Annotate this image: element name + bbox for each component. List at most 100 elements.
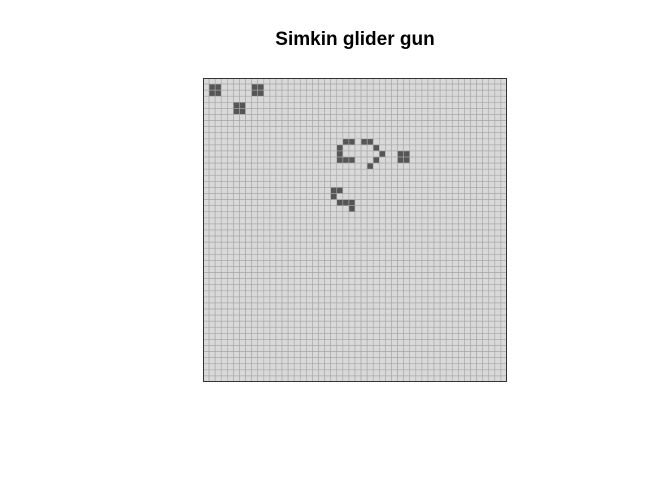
dead-cell bbox=[245, 284, 252, 292]
live-cell bbox=[336, 144, 344, 152]
dead-cell bbox=[251, 120, 259, 127]
dead-cell bbox=[281, 320, 289, 328]
dead-cell bbox=[385, 284, 392, 292]
dead-cell bbox=[281, 308, 289, 316]
dead-cell bbox=[269, 193, 277, 200]
dead-cell bbox=[366, 345, 374, 352]
live-cell bbox=[336, 156, 344, 164]
dead-cell bbox=[385, 199, 392, 206]
dead-cell bbox=[360, 193, 368, 200]
dead-cell bbox=[287, 108, 295, 115]
dead-cell bbox=[494, 260, 502, 267]
dead-cell bbox=[360, 363, 368, 371]
dead-cell bbox=[208, 156, 216, 164]
dead-cell bbox=[287, 308, 295, 316]
dead-cell bbox=[464, 162, 471, 170]
dead-cell bbox=[330, 174, 338, 182]
dead-cell bbox=[275, 345, 283, 352]
dead-cell bbox=[482, 351, 490, 358]
dead-cell bbox=[464, 363, 471, 371]
dead-cell bbox=[439, 120, 447, 127]
dead-cell bbox=[488, 284, 496, 292]
dead-cell bbox=[245, 199, 252, 206]
dead-cell bbox=[330, 278, 338, 286]
dead-cell bbox=[348, 126, 356, 134]
dead-cell bbox=[275, 339, 283, 346]
dead-cell bbox=[482, 247, 490, 255]
dead-cell bbox=[451, 363, 459, 371]
dead-cell bbox=[257, 102, 265, 109]
dead-cell bbox=[251, 266, 259, 273]
dead-cell bbox=[227, 229, 234, 237]
dead-cell bbox=[494, 345, 502, 352]
dead-cell bbox=[318, 150, 325, 158]
dead-cell bbox=[433, 181, 441, 188]
dead-cell bbox=[269, 357, 277, 365]
dead-cell bbox=[354, 150, 362, 158]
dead-cell bbox=[324, 223, 331, 231]
dead-cell bbox=[269, 229, 277, 237]
dead-cell bbox=[427, 144, 435, 152]
dead-cell bbox=[293, 254, 301, 261]
dead-cell bbox=[360, 187, 368, 194]
dead-cell bbox=[233, 193, 240, 200]
dead-cell bbox=[306, 254, 313, 261]
dead-cell bbox=[220, 254, 228, 261]
dead-cell bbox=[342, 351, 350, 358]
dead-cell bbox=[220, 272, 228, 279]
dead-cell bbox=[354, 254, 362, 261]
dead-cell bbox=[470, 217, 477, 225]
dead-cell bbox=[269, 284, 277, 292]
dead-cell bbox=[366, 351, 374, 358]
dead-cell bbox=[233, 369, 240, 377]
dead-cell bbox=[385, 138, 392, 146]
dead-cell bbox=[439, 162, 447, 170]
dead-cell bbox=[251, 217, 259, 225]
dead-cell bbox=[354, 199, 362, 206]
dead-cell bbox=[233, 205, 240, 213]
dead-cell bbox=[330, 345, 338, 352]
dead-cell bbox=[354, 339, 362, 346]
dead-cell bbox=[269, 95, 277, 103]
dead-cell bbox=[299, 89, 307, 97]
dead-cell bbox=[251, 296, 259, 304]
dead-cell bbox=[385, 320, 392, 328]
dead-cell bbox=[348, 168, 356, 176]
dead-cell bbox=[342, 126, 350, 134]
dead-cell bbox=[208, 351, 216, 358]
dead-cell bbox=[214, 302, 222, 310]
dead-cell bbox=[494, 272, 502, 279]
dead-cell bbox=[391, 211, 398, 219]
dead-cell bbox=[439, 235, 447, 243]
dead-cell bbox=[348, 290, 356, 298]
dead-cell bbox=[269, 120, 277, 127]
dead-cell bbox=[263, 351, 271, 358]
dead-cell bbox=[269, 114, 277, 121]
dead-cell bbox=[214, 290, 222, 298]
dead-cell bbox=[275, 114, 283, 121]
dead-cell bbox=[275, 95, 283, 103]
dead-cell bbox=[306, 314, 313, 322]
dead-cell bbox=[227, 89, 234, 97]
dead-cell bbox=[257, 217, 265, 225]
dead-cell bbox=[287, 235, 295, 243]
dead-cell bbox=[220, 266, 228, 273]
dead-cell bbox=[336, 235, 344, 243]
dead-cell bbox=[391, 132, 398, 140]
dead-cell bbox=[245, 132, 252, 140]
dead-cell bbox=[251, 326, 259, 334]
dead-cell bbox=[239, 254, 246, 261]
dead-cell bbox=[470, 296, 477, 304]
dead-cell bbox=[306, 247, 313, 255]
dead-cell bbox=[391, 181, 398, 188]
dead-cell bbox=[391, 278, 398, 286]
dead-cell bbox=[439, 132, 447, 140]
dead-cell bbox=[263, 339, 271, 346]
dead-cell bbox=[482, 326, 490, 334]
dead-cell bbox=[445, 138, 453, 146]
dead-cell bbox=[409, 156, 417, 164]
dead-cell bbox=[275, 168, 283, 176]
dead-cell bbox=[324, 102, 331, 109]
dead-cell bbox=[397, 89, 404, 97]
dead-cell bbox=[214, 339, 222, 346]
